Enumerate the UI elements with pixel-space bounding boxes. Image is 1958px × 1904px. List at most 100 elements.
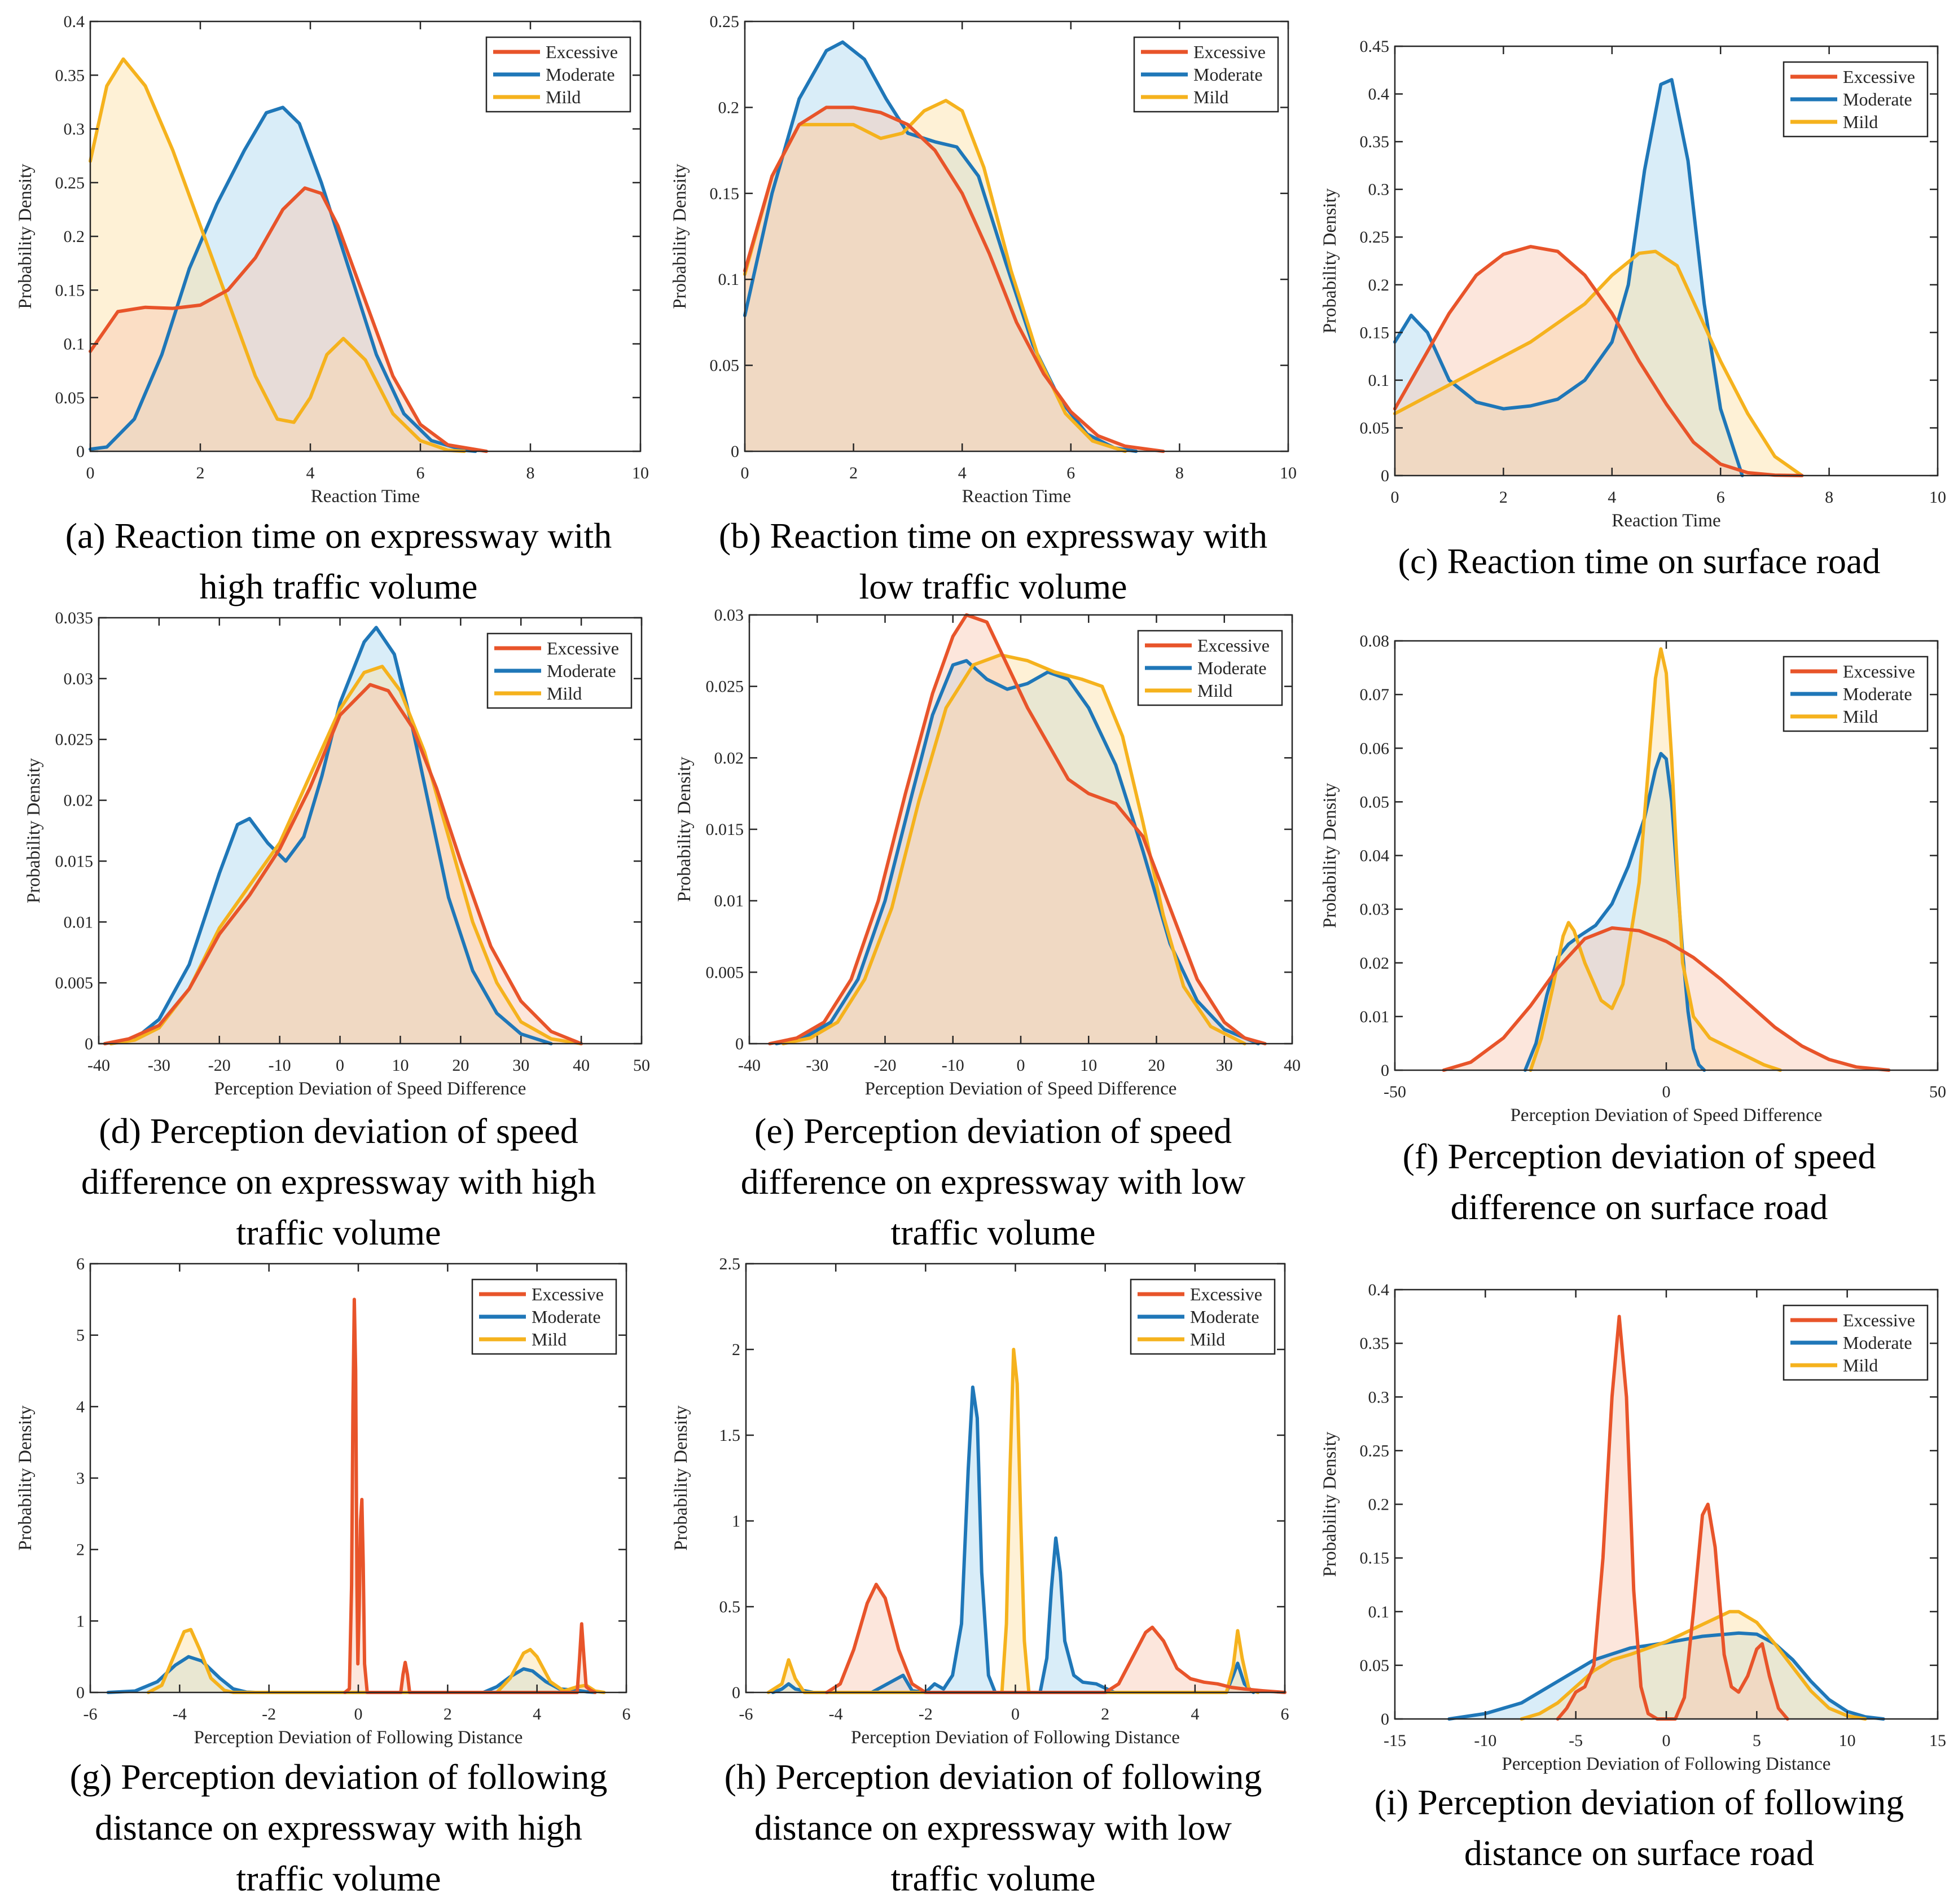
caption-f: (f) Perception deviation of speed differe… xyxy=(1320,1131,1958,1233)
y-tick-label: 1 xyxy=(732,1512,740,1531)
caption-line: (c) Reaction time on surface road xyxy=(1398,541,1881,581)
x-tick-label: 0 xyxy=(1017,1056,1025,1075)
x-tick-label: -40 xyxy=(738,1056,761,1075)
y-tick-label: 0.01 xyxy=(714,892,744,911)
x-tick-label: -30 xyxy=(806,1056,828,1075)
x-tick-label: -2 xyxy=(919,1705,933,1723)
legend-label-excessive: Excessive xyxy=(547,638,619,658)
legend-label-mild: Mild xyxy=(547,683,582,703)
axes-frame xyxy=(98,617,643,1045)
legend-label-moderate: Moderate xyxy=(1843,1333,1912,1353)
y-tick-label: 0.15 xyxy=(710,184,740,203)
series-area-mild xyxy=(745,100,1126,451)
series-area-moderate xyxy=(1525,753,1705,1070)
y-tick-label: 0.035 xyxy=(55,609,94,627)
legend-label-excessive: Excessive xyxy=(1843,67,1915,87)
y-tick-label: 2 xyxy=(76,1541,85,1559)
legend-label-excessive: Excessive xyxy=(1843,1310,1915,1330)
y-tick-label: 1.5 xyxy=(719,1426,741,1445)
x-axis-label: Perception Deviation of Speed Difference xyxy=(214,1079,526,1099)
series-line-excessive xyxy=(743,105,1165,453)
chart-a: 0 2 4 6 8 10 0 0.05 0.1 0.15 0.2 0.25 0.3 0.35 0.4 Reac… xyxy=(15,12,649,507)
chart-d: -40 -30 -20 -10 0 10 20 30 40 50 0 0.005 0.01 0.015 0.… xyxy=(24,609,650,1099)
y-tick-label: 0 xyxy=(731,442,739,461)
y-tick-label: 0.01 xyxy=(64,913,94,931)
caption-line: (a) Reaction time on expressway with xyxy=(65,516,612,556)
series-area-moderate xyxy=(1395,80,1742,476)
legend-label-excessive: Excessive xyxy=(532,1284,604,1304)
y-tick-label: 1 xyxy=(76,1612,85,1630)
legend-label-moderate: Moderate xyxy=(1193,64,1263,85)
y-tick-label: 0 xyxy=(76,1683,85,1702)
legend-label-moderate: Moderate xyxy=(547,661,616,681)
y-tick-label: 0.15 xyxy=(1360,323,1390,342)
x-tick-label: 2 xyxy=(1499,488,1508,507)
y-tick-label: 0.005 xyxy=(55,974,94,992)
x-tick-label: -10 xyxy=(269,1056,291,1075)
y-tick-label: 4 xyxy=(76,1397,85,1416)
series-line-moderate xyxy=(1393,78,1744,477)
x-tick-label: 6 xyxy=(1716,488,1725,507)
x-tick-label: -50 xyxy=(1384,1083,1406,1101)
x-tick-label: 10 xyxy=(1280,464,1297,482)
y-axis-label: Probability Density xyxy=(24,758,44,903)
y-tick-label: 0.25 xyxy=(1360,228,1390,247)
x-tick-label: 10 xyxy=(632,464,649,482)
x-tick-label: 20 xyxy=(1148,1056,1165,1075)
x-tick-label: 10 xyxy=(1839,1731,1856,1750)
caption-line: distance on expressway with high xyxy=(95,1808,582,1848)
x-axis-label: Reaction Time xyxy=(962,486,1071,507)
legend-label-excessive: Excessive xyxy=(1193,42,1266,62)
x-tick-label: -4 xyxy=(173,1705,187,1723)
y-tick-label: 0.005 xyxy=(706,963,744,982)
x-axis-label: Perception Deviation of Following Distan… xyxy=(194,1727,523,1748)
x-tick-label: -2 xyxy=(262,1705,276,1723)
y-tick-label: 0.03 xyxy=(64,670,94,688)
x-tick-label: 8 xyxy=(526,464,535,482)
caption-line: difference on expressway with high xyxy=(81,1162,596,1202)
y-tick-label: 0.025 xyxy=(706,678,744,696)
y-tick-label: 0.05 xyxy=(1360,793,1390,811)
caption-line: difference on expressway with low xyxy=(740,1162,1246,1202)
chart-f: -50 0 50 0 0.01 0.02 0.03 0.04 0.05 0.06 0.07 0.08 P… xyxy=(1320,632,1946,1125)
y-tick-label: 0.05 xyxy=(710,357,740,375)
y-tick-label: 0.02 xyxy=(64,791,94,810)
y-tick-label: 0.1 xyxy=(718,270,740,289)
legend-label-mild: Mild xyxy=(1843,1355,1878,1375)
caption-line: distance on surface road xyxy=(1464,1833,1815,1873)
x-tick-label: 0 xyxy=(741,464,749,482)
series-area-excessive xyxy=(104,684,582,1044)
series-area-excessive xyxy=(1443,927,1889,1070)
caption-g: (g) Perception deviation of following dis… xyxy=(11,1752,666,1904)
x-tick-label: 20 xyxy=(452,1056,469,1075)
caption-c: (c) Reaction time on surface road xyxy=(1320,536,1958,587)
x-tick-label: 0 xyxy=(1662,1731,1671,1750)
series-area-moderate xyxy=(776,661,1258,1044)
x-tick-label: 8 xyxy=(1825,488,1833,507)
series-line-excessive xyxy=(1556,1314,1789,1721)
caption-line: (g) Perception deviation of following xyxy=(69,1757,608,1797)
series-line-excessive xyxy=(343,1298,597,1694)
caption-line: traffic volume xyxy=(890,1858,1096,1898)
y-tick-label: 0.015 xyxy=(55,852,94,870)
x-tick-label: 0 xyxy=(1662,1083,1671,1101)
y-tick-label: 0.05 xyxy=(1360,419,1390,437)
x-tick-label: 2 xyxy=(849,464,858,482)
series-area-excessive xyxy=(1557,1316,1788,1719)
y-tick-label: 0.25 xyxy=(710,12,740,31)
legend-label-excessive: Excessive xyxy=(1843,661,1915,681)
caption-line: (h) Perception deviation of following xyxy=(724,1757,1262,1797)
y-tick-label: 0.1 xyxy=(1368,1603,1390,1621)
y-tick-label: 0.25 xyxy=(55,174,85,192)
x-tick-label: -10 xyxy=(1474,1731,1496,1750)
legend-label-moderate: Moderate xyxy=(1190,1307,1259,1327)
caption-line: (e) Perception deviation of speed xyxy=(754,1111,1232,1151)
y-tick-label: 0.5 xyxy=(719,1598,741,1616)
series-area-excessive xyxy=(90,188,486,451)
caption-line: traffic volume xyxy=(890,1212,1096,1252)
y-tick-label: 0.04 xyxy=(1360,847,1390,865)
caption-h: (h) Perception deviation of following dis… xyxy=(666,1752,1320,1904)
y-tick-label: 0.4 xyxy=(64,12,85,31)
